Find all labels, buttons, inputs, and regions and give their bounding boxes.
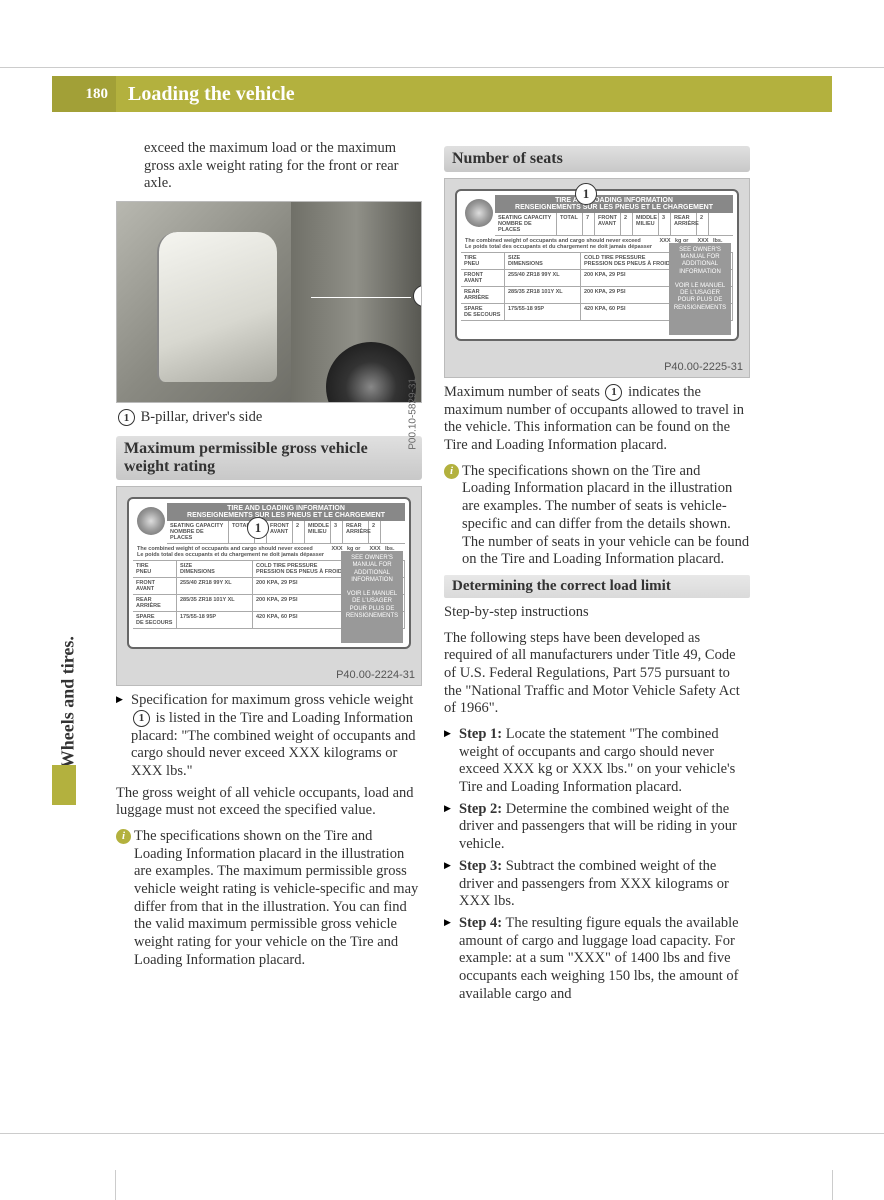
placard-seating-row: SEATING CAPACITYNOMBRE DE PLACES TOTAL 7…	[495, 213, 733, 236]
car-image-box: 1 P00.10-5829-31	[116, 201, 422, 403]
info-icon: i	[116, 829, 131, 844]
step-1: Step 1: Locate the statement "The combin…	[444, 726, 750, 797]
section-header-seats: Number of seats	[444, 146, 750, 172]
placard: TIRE AND LOADING INFORMATION RENSEIGNEME…	[455, 189, 739, 341]
image-caption: 1 B-pillar, driver's side	[116, 409, 422, 426]
placard-code: P40.00-2224-31	[336, 669, 415, 681]
placard-callout: 1	[575, 183, 597, 205]
side-tab: >> Wheels and tires.	[52, 497, 84, 765]
gross-weight-text: The gross weight of all vehicle occupant…	[116, 785, 422, 820]
side-tab-block	[52, 765, 76, 805]
placard-code: P40.00-2225-31	[664, 361, 743, 373]
placard-image-2: TIRE AND LOADING INFORMATION RENSEIGNEME…	[444, 178, 750, 378]
info-icon: i	[444, 464, 459, 479]
caption-text: B-pillar, driver's side	[141, 409, 263, 425]
caption-number: 1	[118, 409, 135, 426]
crop-mark	[832, 1170, 833, 1200]
right-column: Number of seats TIRE AND LOADING INFORMA…	[444, 140, 750, 1007]
crop-mark	[0, 1133, 52, 1134]
placard-side-note: SEE OWNER'S MANUAL FOR ADDITIONAL INFORM…	[669, 243, 731, 335]
crop-mark	[832, 67, 884, 68]
intro-text: exceed the maximum load or the maximum g…	[116, 140, 422, 193]
step-4: Step 4: The resulting figure equals the …	[444, 915, 750, 1003]
image-code: P00.10-5829-31	[408, 378, 419, 450]
page-number: 180	[52, 76, 116, 112]
placard-title: TIRE AND LOADING INFORMATION RENSEIGNEME…	[495, 195, 733, 213]
car-illustration: 1	[117, 202, 421, 402]
header-bar: 180 Loading the vehicle	[52, 76, 832, 112]
placard-image-1: TIRE AND LOADING INFORMATION RENSEIGNEME…	[116, 486, 422, 686]
info-note-2: i The specifications shown on the Tire a…	[444, 463, 750, 569]
step-3: Step 3: Subtract the combined weight of …	[444, 858, 750, 911]
placard: TIRE AND LOADING INFORMATION RENSEIGNEME…	[127, 497, 411, 649]
step-intro: The following steps have been developed …	[444, 630, 750, 718]
content-area: exceed the maximum load or the maximum g…	[116, 140, 832, 1007]
callout-line	[311, 297, 411, 298]
car-seat-shape	[157, 232, 277, 382]
crop-mark	[0, 67, 52, 68]
step-subtitle: Step-by-step instructions	[444, 604, 750, 622]
spec-bullet: Specification for maximum gross vehicle …	[116, 692, 422, 780]
crop-mark	[115, 1170, 116, 1200]
placard-wheel-icon	[137, 507, 165, 535]
section-header-weight: Maximum permissible gross vehicle weight…	[116, 436, 422, 480]
info-note-1: i The specifications shown on the Tire a…	[116, 828, 422, 970]
placard-wheel-icon	[465, 199, 493, 227]
placard-side-note: SEE OWNER'S MANUAL FOR ADDITIONAL INFORM…	[341, 551, 403, 643]
crop-mark	[832, 1133, 884, 1134]
seats-body-text: Maximum number of seats 1 indicates the …	[444, 384, 750, 455]
step-2: Step 2: Determine the combined weight of…	[444, 801, 750, 854]
left-column: exceed the maximum load or the maximum g…	[116, 140, 422, 1007]
section-header-load-limit: Determining the correct load limit	[444, 575, 750, 598]
placard-seating-row: SEATING CAPACITYNOMBRE DE PLACES TOTAL 7…	[167, 521, 405, 544]
page-title: Loading the vehicle	[116, 83, 295, 106]
placard-title: TIRE AND LOADING INFORMATION RENSEIGNEME…	[167, 503, 405, 521]
